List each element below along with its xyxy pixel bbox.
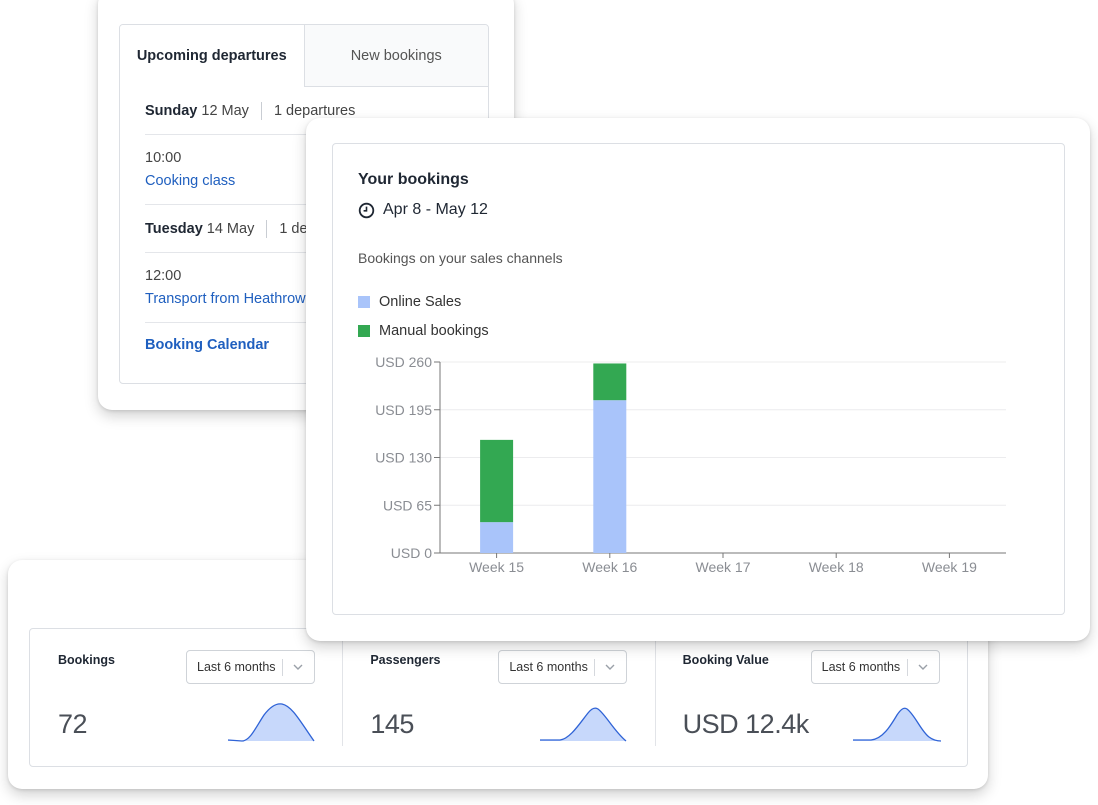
departure-link[interactable]: Cooking class [145, 173, 236, 189]
y-tick-label: USD 130 [375, 450, 432, 466]
bookings-bar-chart: USD 0 USD 65 USD 130 USD 195 USD 260 Week 15 W… [375, 354, 1006, 575]
sparkline-chart [228, 703, 315, 742]
stat-label: Passengers [370, 653, 441, 667]
day-date: 14 May [206, 220, 255, 237]
departure-link[interactable]: Transport from Heathrow [145, 291, 306, 307]
departure-count: 1 departures [273, 102, 356, 119]
legend-label: Online Sales [379, 294, 462, 310]
sparkline-chart [852, 707, 941, 742]
day-name: Tuesday [145, 220, 203, 237]
bar-online-sales [480, 522, 514, 553]
period-select-value: Last 6 months [509, 660, 588, 674]
x-tick-label: Week 19 [922, 559, 977, 575]
bookings-panel: Your bookings Apr 8 - May 12 Bookings on… [332, 143, 1065, 615]
bar-manual-bookings [480, 439, 514, 523]
bookings-subtitle: Bookings on your sales channels [358, 250, 563, 266]
x-tick-label: Week 16 [582, 559, 637, 575]
stats-panel: Bookings Last 6 months 72 Passengers Las… [29, 628, 968, 767]
clock-icon [358, 202, 375, 218]
period-select-value: Last 6 months [821, 660, 901, 674]
y-tick-label: USD 0 [391, 545, 432, 561]
legend-label: Manual bookings [379, 323, 489, 339]
legend-swatch [358, 325, 370, 337]
day-date: 12 May [201, 102, 249, 119]
chevron-down-icon [293, 664, 303, 670]
bookings-card: Your bookings Apr 8 - May 12 Bookings on… [306, 118, 1090, 641]
stat-booking-value: Booking Value Last 6 months USD 12.4k [654, 629, 967, 766]
legend-item-manual-bookings: Manual bookings [358, 323, 489, 339]
y-tick-label: USD 195 [375, 402, 432, 418]
stat-bookings: Bookings Last 6 months 72 [30, 629, 342, 766]
bookings-title: Your bookings [358, 171, 469, 188]
stat-passengers: Passengers Last 6 months 145 [342, 629, 654, 766]
divider [266, 219, 268, 238]
y-tick-label: USD 65 [383, 497, 432, 513]
x-tick-label: Week 17 [696, 559, 751, 575]
booking-calendar-link[interactable]: Booking Calendar [145, 337, 270, 353]
departure-time: 10:00 [145, 150, 182, 166]
departure-item: 12:00 Transport from Heathrow [145, 253, 463, 323]
day-name: Sunday [145, 102, 198, 119]
legend-item-online-sales: Online Sales [358, 294, 461, 310]
tab-upcoming-departures[interactable]: Upcoming departures [120, 25, 304, 87]
divider [594, 659, 596, 676]
date-range-label: Apr 8 - May 12 [383, 201, 488, 218]
y-tick-label: USD 260 [375, 354, 432, 370]
departure-item: 10:00 Cooking class [145, 135, 463, 205]
stat-value: USD 12.4k [682, 709, 810, 739]
divider [906, 659, 908, 676]
stat-value: 145 [370, 709, 414, 739]
period-select-value: Last 6 months [197, 660, 276, 674]
stat-label: Booking Value [682, 653, 769, 667]
date-range[interactable]: Apr 8 - May 12 [358, 201, 488, 219]
period-select[interactable]: Last 6 months [810, 650, 940, 684]
departures-list: Sunday 12 May 1 departures 10:00 Cooking… [120, 87, 488, 353]
departures-tabs: Upcoming departures New bookings [120, 25, 488, 87]
chevron-down-icon [918, 664, 928, 670]
bar-online-sales [593, 400, 627, 553]
x-tick-label: Week 15 [469, 559, 524, 575]
tab-new-bookings[interactable]: New bookings [303, 25, 488, 87]
legend-swatch [358, 296, 370, 308]
period-select[interactable]: Last 6 months [498, 650, 628, 684]
bar-manual-bookings [593, 363, 627, 401]
divider [282, 659, 283, 676]
day-header: Sunday 12 May 1 departures [145, 87, 463, 135]
sparkline-chart [540, 707, 627, 742]
x-tick-label: Week 18 [809, 559, 864, 575]
period-select[interactable]: Last 6 months [186, 650, 315, 684]
chevron-down-icon [605, 664, 615, 670]
departure-time: 12:00 [145, 268, 182, 284]
divider [260, 101, 262, 120]
stat-label: Bookings [58, 653, 115, 667]
stat-value: 72 [58, 709, 88, 739]
